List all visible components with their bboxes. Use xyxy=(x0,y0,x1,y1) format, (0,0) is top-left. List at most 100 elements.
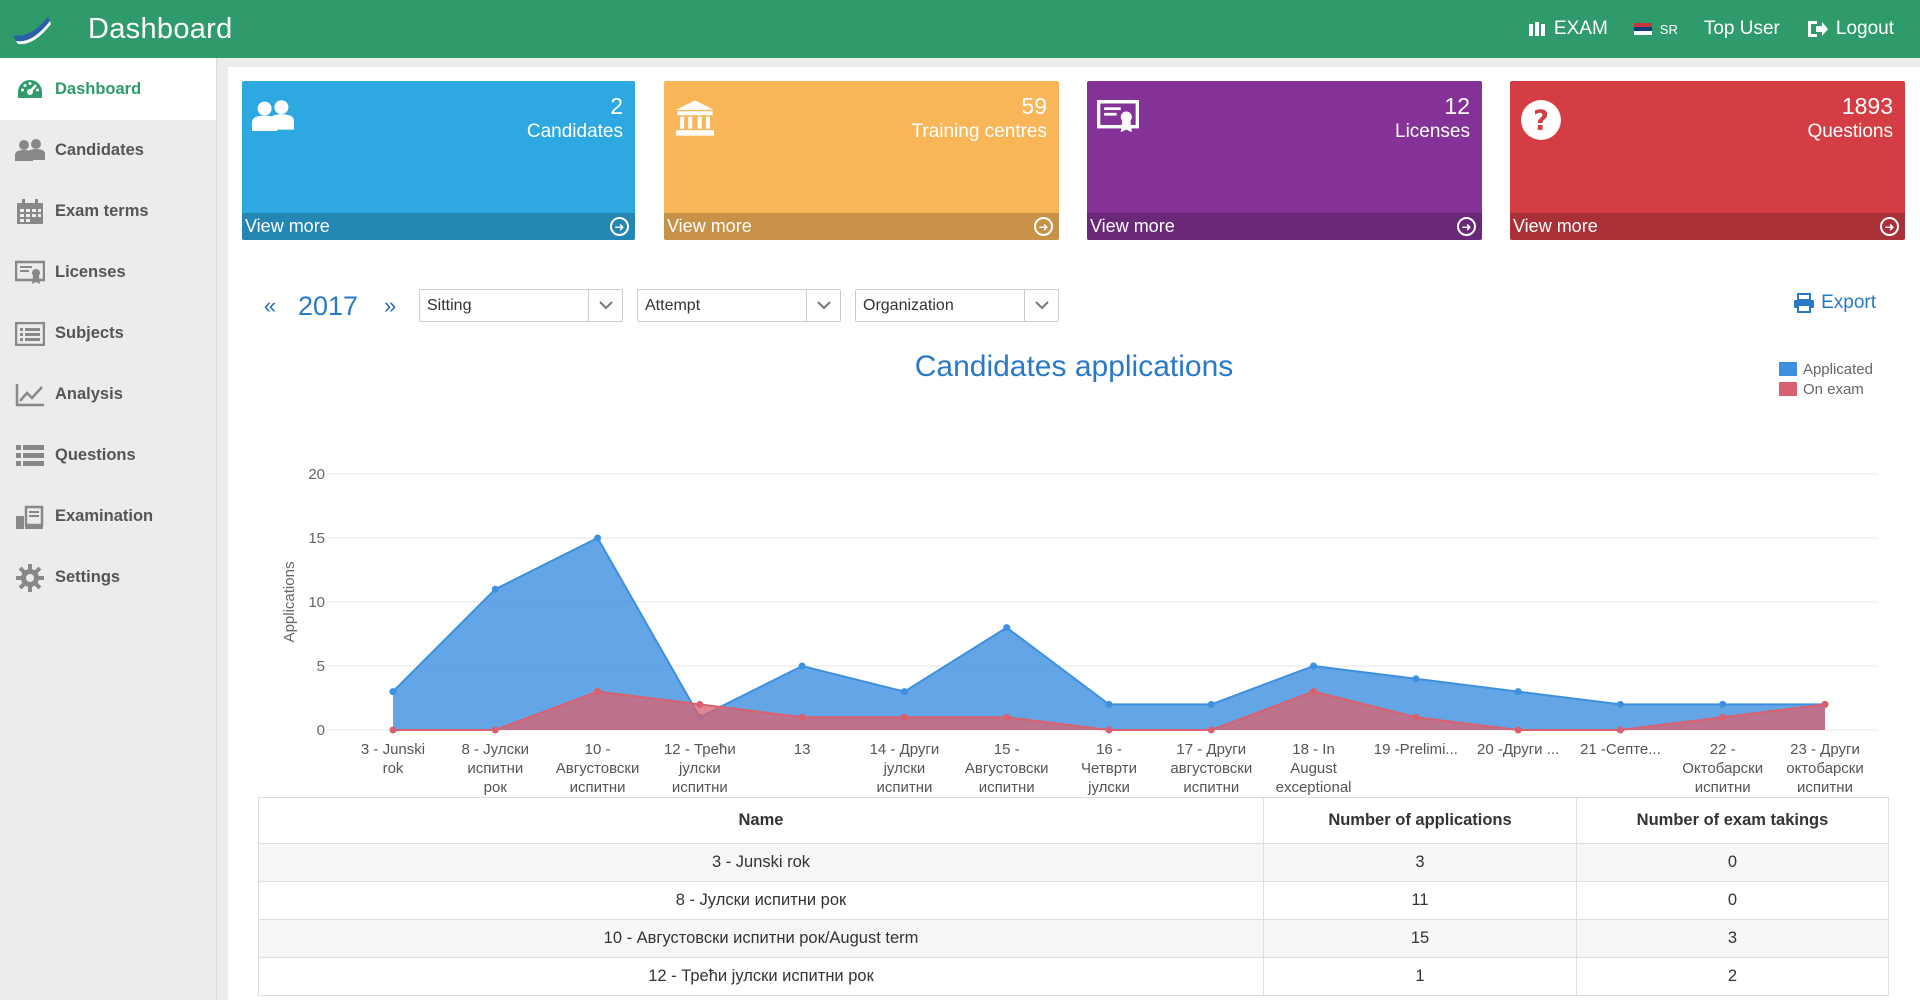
x-tick-label: 3 - Junski rok xyxy=(361,741,425,777)
organization-select[interactable]: Organization xyxy=(855,289,1059,322)
chevron-down-icon xyxy=(1024,290,1058,321)
data-point xyxy=(594,534,602,542)
data-point xyxy=(491,726,499,734)
applications-table: Name Number of applications Number of ex… xyxy=(258,797,1889,996)
sidebar-item-dashboard[interactable]: Dashboard xyxy=(0,58,216,120)
column-header[interactable]: Number of exam takings xyxy=(1576,797,1889,844)
legend-label: Applicated xyxy=(1802,360,1873,378)
data-point xyxy=(594,688,602,696)
dashboard-icon xyxy=(15,74,45,104)
legend-item-applicated[interactable]: Applicated xyxy=(1778,359,1873,379)
card-count: 59 xyxy=(1021,93,1047,119)
line-chart-icon xyxy=(15,380,45,410)
legend-item-on-exam[interactable]: On exam xyxy=(1778,379,1873,399)
arrow-right-icon: ➜ xyxy=(1457,217,1476,236)
card-training-centres[interactable]: 59 Training centres View more ➜ xyxy=(664,81,1059,240)
data-point xyxy=(1105,700,1113,708)
users-icon xyxy=(252,99,294,140)
data-point xyxy=(798,713,806,721)
attempt-select[interactable]: Attempt xyxy=(637,289,841,322)
view-more-label: View more xyxy=(245,216,330,236)
sidebar-item-licenses[interactable]: Licenses xyxy=(0,242,216,303)
card-licenses[interactable]: 12 Licenses View more ➜ xyxy=(1087,81,1482,240)
data-point xyxy=(1719,713,1727,721)
view-more-label: View more xyxy=(667,216,752,236)
applications-chart: 0 5 10 15 20 Applications 3 - Junski rok 8 - Јул… xyxy=(281,466,1878,834)
sidebar-item-label: Subjects xyxy=(55,324,124,342)
card-label: Candidates xyxy=(526,121,623,142)
sidebar-item-label: Dashboard xyxy=(55,79,142,98)
table-header-row: Name Number of applications Number of ex… xyxy=(258,797,1889,844)
exam-label: EXAM xyxy=(1553,18,1608,39)
column-header[interactable]: Number of applications xyxy=(1263,797,1577,844)
logout-button[interactable]: Logout xyxy=(1806,18,1894,40)
x-tick-label: 21 -Септе... xyxy=(1580,741,1661,758)
view-more-link[interactable]: View more ➜ xyxy=(1510,213,1905,240)
sidebar-item-exam-terms[interactable]: Exam terms xyxy=(0,181,216,242)
sidebar-item-settings[interactable]: Settings xyxy=(0,547,216,608)
legend-swatch xyxy=(1778,362,1797,376)
y-tick-label: 0 xyxy=(317,722,325,739)
language-selector[interactable]: SR xyxy=(1633,21,1678,37)
view-more-link[interactable]: View more ➜ xyxy=(242,213,635,240)
user-name: Top User xyxy=(1703,18,1780,39)
gear-icon xyxy=(15,563,45,593)
data-point xyxy=(491,585,499,593)
stat-cards: 2 Candidates View more ➜ 59 Training cent… xyxy=(228,67,1920,253)
table-cell: 3 - Junski rok xyxy=(258,843,1264,882)
list-icon xyxy=(15,441,45,471)
table-row[interactable]: 12 - Трећи јулски испитни рок 1 2 xyxy=(258,957,1889,996)
app-logo[interactable] xyxy=(0,0,62,58)
prev-year-button[interactable]: « xyxy=(263,293,277,318)
main-content: 2 Candidates View more ➜ 59 Training cent… xyxy=(228,67,1920,1000)
series-area-1 xyxy=(393,691,1825,730)
sidebar-item-subjects[interactable]: Subjects xyxy=(0,303,216,364)
chevron-down-icon xyxy=(588,290,622,321)
card-questions[interactable]: ? 1893 Questions View more ➜ xyxy=(1510,81,1905,240)
column-header[interactable]: Name xyxy=(258,797,1264,844)
user-menu[interactable]: Top User xyxy=(1704,18,1780,40)
view-more-link[interactable]: View more ➜ xyxy=(664,213,1059,240)
data-point xyxy=(1105,726,1113,734)
logout-icon xyxy=(1807,21,1828,37)
sidebar-item-label: Examination xyxy=(55,507,154,525)
next-year-button[interactable]: » xyxy=(383,293,397,318)
exam-icon xyxy=(1528,22,1545,36)
data-point xyxy=(1514,726,1522,734)
data-point xyxy=(696,700,704,708)
x-tick-label: 19 -Prelimi... xyxy=(1374,741,1458,758)
arrow-right-icon: ➜ xyxy=(610,217,629,236)
sidebar-item-label: Settings xyxy=(55,568,121,586)
table-row[interactable]: 3 - Junski rok 3 0 xyxy=(258,843,1889,882)
sidebar-item-candidates[interactable]: Candidates xyxy=(0,120,216,181)
table-row[interactable]: 8 - Јулски испитни рок 11 0 xyxy=(258,881,1889,920)
exam-menu[interactable]: EXAM xyxy=(1528,18,1608,40)
view-more-label: View more xyxy=(1513,216,1598,236)
page-title: Dashboard xyxy=(88,12,233,45)
table-cell: 3 xyxy=(1576,919,1889,958)
y-tick-label: 10 xyxy=(308,594,325,611)
card-candidates[interactable]: 2 Candidates View more ➜ xyxy=(242,81,635,240)
data-point xyxy=(1719,700,1727,708)
legend-label: On exam xyxy=(1802,380,1864,398)
sidebar-item-examination[interactable]: Examination xyxy=(0,486,216,547)
sitting-select[interactable]: Sitting xyxy=(419,289,623,322)
card-count: 12 xyxy=(1444,93,1470,119)
table-row[interactable]: 10 - Августовски испитни рок/August term… xyxy=(258,919,1889,958)
chevron-down-icon xyxy=(806,290,840,321)
data-point xyxy=(1003,624,1011,632)
data-point xyxy=(1003,713,1011,721)
series-area-0 xyxy=(393,538,1825,730)
sidebar-item-questions[interactable]: Questions xyxy=(0,425,216,486)
export-label: Export xyxy=(1821,292,1876,313)
export-button[interactable]: Export xyxy=(1793,292,1876,314)
table-cell: 0 xyxy=(1576,843,1889,882)
language-label: SR xyxy=(1659,21,1678,37)
view-more-link[interactable]: View more ➜ xyxy=(1087,213,1482,240)
data-point xyxy=(1412,675,1420,683)
table-cell: 15 xyxy=(1263,919,1577,958)
table-cell: 8 - Јулски испитни рок xyxy=(258,881,1264,920)
data-point xyxy=(1821,700,1829,708)
sidebar-item-analysis[interactable]: Analysis xyxy=(0,364,216,425)
sidebar-item-label: Licenses xyxy=(55,263,126,281)
